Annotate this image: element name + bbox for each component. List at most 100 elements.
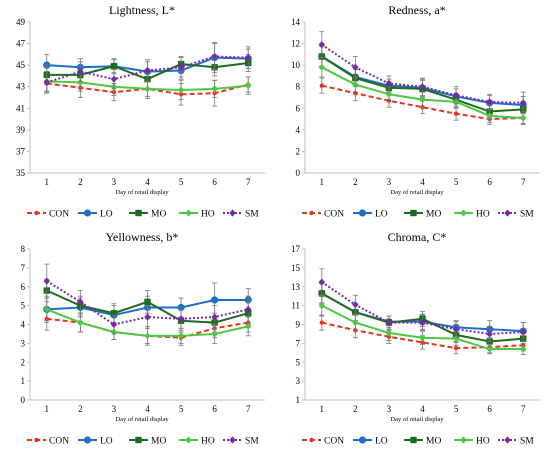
y-tick-label: 7 <box>21 263 26 273</box>
data-point <box>77 68 84 76</box>
y-tick-label: 12 <box>291 39 300 49</box>
x-tick-label: 4 <box>145 404 150 414</box>
yellowness-chart: Yellowness, b* 0 1 2 3 4 5 6 7 8 1 2 3 4 5 6 7 Day of r… <box>21 230 265 447</box>
data-point <box>110 63 118 70</box>
data-point <box>318 41 325 49</box>
data-point <box>144 66 151 75</box>
x-tick-label: 4 <box>420 404 425 414</box>
data-point <box>419 96 426 104</box>
data-point <box>77 78 84 86</box>
data-point <box>144 332 151 340</box>
legend-marker <box>358 209 367 217</box>
y-tick-label: 1 <box>296 395 301 405</box>
legend-marker <box>83 436 92 444</box>
x-tick-label: 4 <box>420 177 425 187</box>
legend-marker <box>185 436 192 444</box>
data-point <box>144 85 151 93</box>
legend-label: SM <box>245 210 259 220</box>
data-point <box>452 325 460 333</box>
legend-marker <box>229 209 236 217</box>
data-point <box>144 313 151 321</box>
legend-label: CON <box>49 437 69 447</box>
data-point <box>419 83 426 91</box>
y-tick-label: 0 <box>21 395 26 405</box>
data-point <box>352 63 359 71</box>
legend-marker <box>83 209 92 217</box>
legend-label: LO <box>100 437 113 447</box>
x-tick-label: 7 <box>521 177 526 187</box>
legend-marker <box>504 209 511 217</box>
x-tick-label: 3 <box>387 404 392 414</box>
y-tick-label: 10 <box>291 60 301 70</box>
series-sm <box>318 268 527 342</box>
chart-title: Yellowness, b* <box>106 230 179 244</box>
data-point <box>318 302 325 310</box>
y-tick-label: 39 <box>16 125 26 135</box>
x-axis-label: Day of retail display <box>390 189 444 196</box>
legend-label: CON <box>324 210 344 220</box>
legend-label: SM <box>520 210 534 220</box>
y-tick-label: 4 <box>21 320 26 330</box>
y-tick-label: 8 <box>296 82 301 92</box>
data-point <box>245 53 252 62</box>
x-tick-label: 1 <box>45 177 50 187</box>
data-point <box>452 91 460 99</box>
data-point <box>385 79 393 88</box>
legend-label: HO <box>476 437 490 447</box>
data-point <box>453 111 459 116</box>
y-tick-label: 2 <box>21 357 26 367</box>
legend-label: LO <box>375 437 388 447</box>
y-tick-label: 6 <box>21 282 26 292</box>
data-point <box>77 319 84 327</box>
y-tick-label: 0 <box>296 168 301 178</box>
data-point <box>177 86 185 94</box>
legend-label: MO <box>151 437 166 447</box>
data-point <box>110 75 118 83</box>
legend-marker <box>229 436 236 444</box>
legend-label: LO <box>100 210 113 220</box>
y-tick-label: 6 <box>296 103 301 113</box>
x-tick-label: 1 <box>45 404 50 414</box>
y-tick-label: 3 <box>296 376 301 386</box>
x-tick-label: 2 <box>353 404 358 414</box>
x-tick-label: 6 <box>212 404 217 414</box>
data-point <box>110 320 118 329</box>
data-point <box>43 277 50 285</box>
x-tick-label: 2 <box>353 177 358 187</box>
y-tick-label: 43 <box>16 82 26 92</box>
data-point <box>144 298 151 306</box>
chart-panel-yellowness: Yellowness, b* 0 1 2 3 4 5 6 7 8 1 2 3 4 5 6 7 Day of r… <box>0 227 275 454</box>
legend-marker <box>309 437 314 443</box>
legend-marker <box>34 437 39 443</box>
x-tick-label: 1 <box>320 404 325 414</box>
x-tick-label: 3 <box>112 404 117 414</box>
x-tick-label: 5 <box>179 404 184 414</box>
legend-label: MO <box>426 437 441 447</box>
legend-marker <box>410 209 417 217</box>
x-tick-label: 3 <box>112 177 117 187</box>
data-point <box>319 83 324 88</box>
y-tick-label: 5 <box>21 301 26 311</box>
data-point <box>318 63 325 71</box>
y-tick-label: 11 <box>291 301 300 311</box>
data-point <box>211 313 218 321</box>
chart-panel-chroma: Chroma, C* 1 3 5 7 9 11 13 15 17 1 2 3 4 5 6 7 Day of r… <box>275 227 550 454</box>
legend-marker <box>358 436 367 444</box>
legend-marker <box>135 436 142 444</box>
x-axis-label: Day of retail display <box>115 416 169 423</box>
y-tick-label: 35 <box>16 168 26 178</box>
data-point <box>245 82 252 90</box>
legend-label: SM <box>245 437 259 447</box>
x-tick-label: 7 <box>246 404 251 414</box>
x-tick-label: 6 <box>212 177 217 187</box>
legend-label: CON <box>324 437 344 447</box>
legend-label: LO <box>375 210 388 220</box>
data-point <box>211 52 218 61</box>
data-point <box>211 85 218 93</box>
data-point <box>419 334 426 342</box>
y-tick-label: 4 <box>296 125 301 135</box>
x-tick-label: 7 <box>521 404 526 414</box>
data-point <box>385 319 393 327</box>
legend-label: HO <box>201 437 215 447</box>
